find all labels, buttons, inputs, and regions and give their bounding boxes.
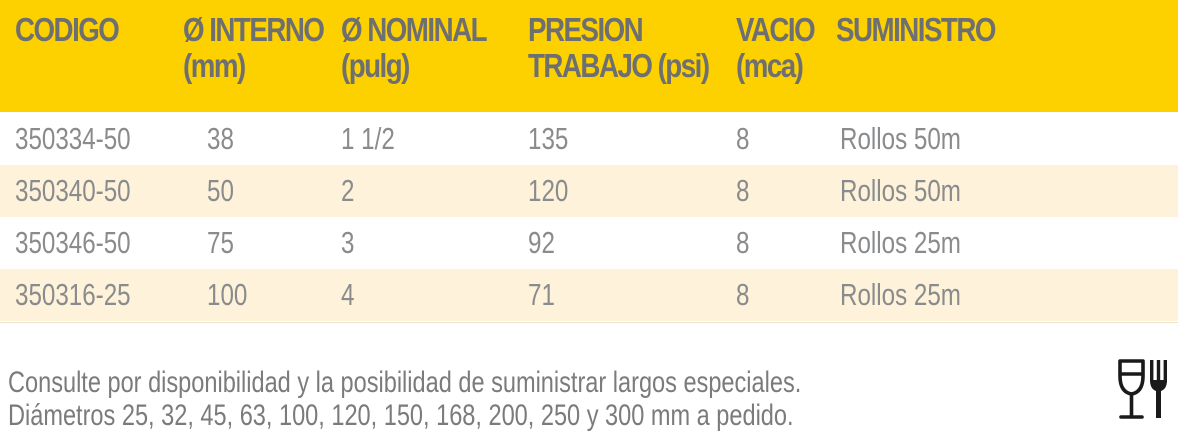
header-vacio: VACIO (mca) [736,11,816,84]
cell-vacio: 8 [736,121,750,156]
header-suministro-label: SUMINISTRO [836,11,996,48]
cell-suministro: Rollos 25m [840,225,961,260]
cell-diametro-nominal: 1 1/2 [341,121,395,156]
header-presion-unit: TRABAJO (psi) [528,47,710,84]
food-grade-glass-fork-icon [1118,359,1167,419]
cell-presion: 92 [528,225,555,260]
cell-vacio: 8 [736,277,750,312]
header-suministro: SUMINISTRO [836,11,996,48]
table-header: CODIGO Ø INTERNO (mm) Ø NOMINAL (pulg) P… [0,0,1178,112]
header-codigo-label: CODIGO [15,11,120,48]
header-diametro-nominal-unit: (pulg) [341,47,410,84]
cell-diametro-interno: 100 [207,277,248,312]
header-diametro-interno-unit: (mm) [183,47,246,84]
header-presion-trabajo: PRESION TRABAJO (psi) [528,11,710,84]
table-row: 350346-50 75 3 92 8 Rollos 25m [0,217,1178,269]
header-diametro-interno-label: Ø INTERNO [183,11,325,48]
cell-suministro: Rollos 50m [840,173,961,208]
cell-diametro-interno: 50 [207,173,234,208]
cell-vacio: 8 [736,225,750,260]
cell-diametro-nominal: 4 [341,277,355,312]
availability-note: Consulte por disponibilidad y la posibil… [8,366,802,399]
cell-presion: 135 [528,121,569,156]
header-vacio-unit: (mca) [736,47,804,84]
diameters-note: Diámetros 25, 32, 45, 63, 100, 120, 150,… [8,399,794,432]
table-bottom-divider [0,322,1178,323]
cell-diametro-interno: 38 [207,121,234,156]
table-row: 350334-50 38 1 1/2 135 8 Rollos 50m [0,113,1178,165]
cell-codigo: 350334-50 [15,121,131,156]
cell-diametro-nominal: 3 [341,225,355,260]
cell-presion: 120 [528,173,569,208]
header-vacio-label: VACIO [736,11,816,48]
cell-codigo: 350340-50 [15,173,131,208]
header-diametro-nominal: Ø NOMINAL (pulg) [341,11,488,84]
cell-codigo: 350316-25 [15,277,131,312]
cell-vacio: 8 [736,173,750,208]
cell-presion: 71 [528,277,555,312]
cell-diametro-nominal: 2 [341,173,355,208]
header-codigo: CODIGO [15,11,120,48]
cell-codigo: 350346-50 [15,225,131,260]
header-presion-label: PRESION [528,11,644,48]
table-row: 350316-25 100 4 71 8 Rollos 25m [0,269,1178,321]
cell-suministro: Rollos 50m [840,121,961,156]
cell-diametro-interno: 75 [207,225,234,260]
header-diametro-nominal-label: Ø NOMINAL [341,11,488,48]
table-row: 350340-50 50 2 120 8 Rollos 50m [0,165,1178,217]
header-diametro-interno: Ø INTERNO (mm) [183,11,325,84]
cell-suministro: Rollos 25m [840,277,961,312]
